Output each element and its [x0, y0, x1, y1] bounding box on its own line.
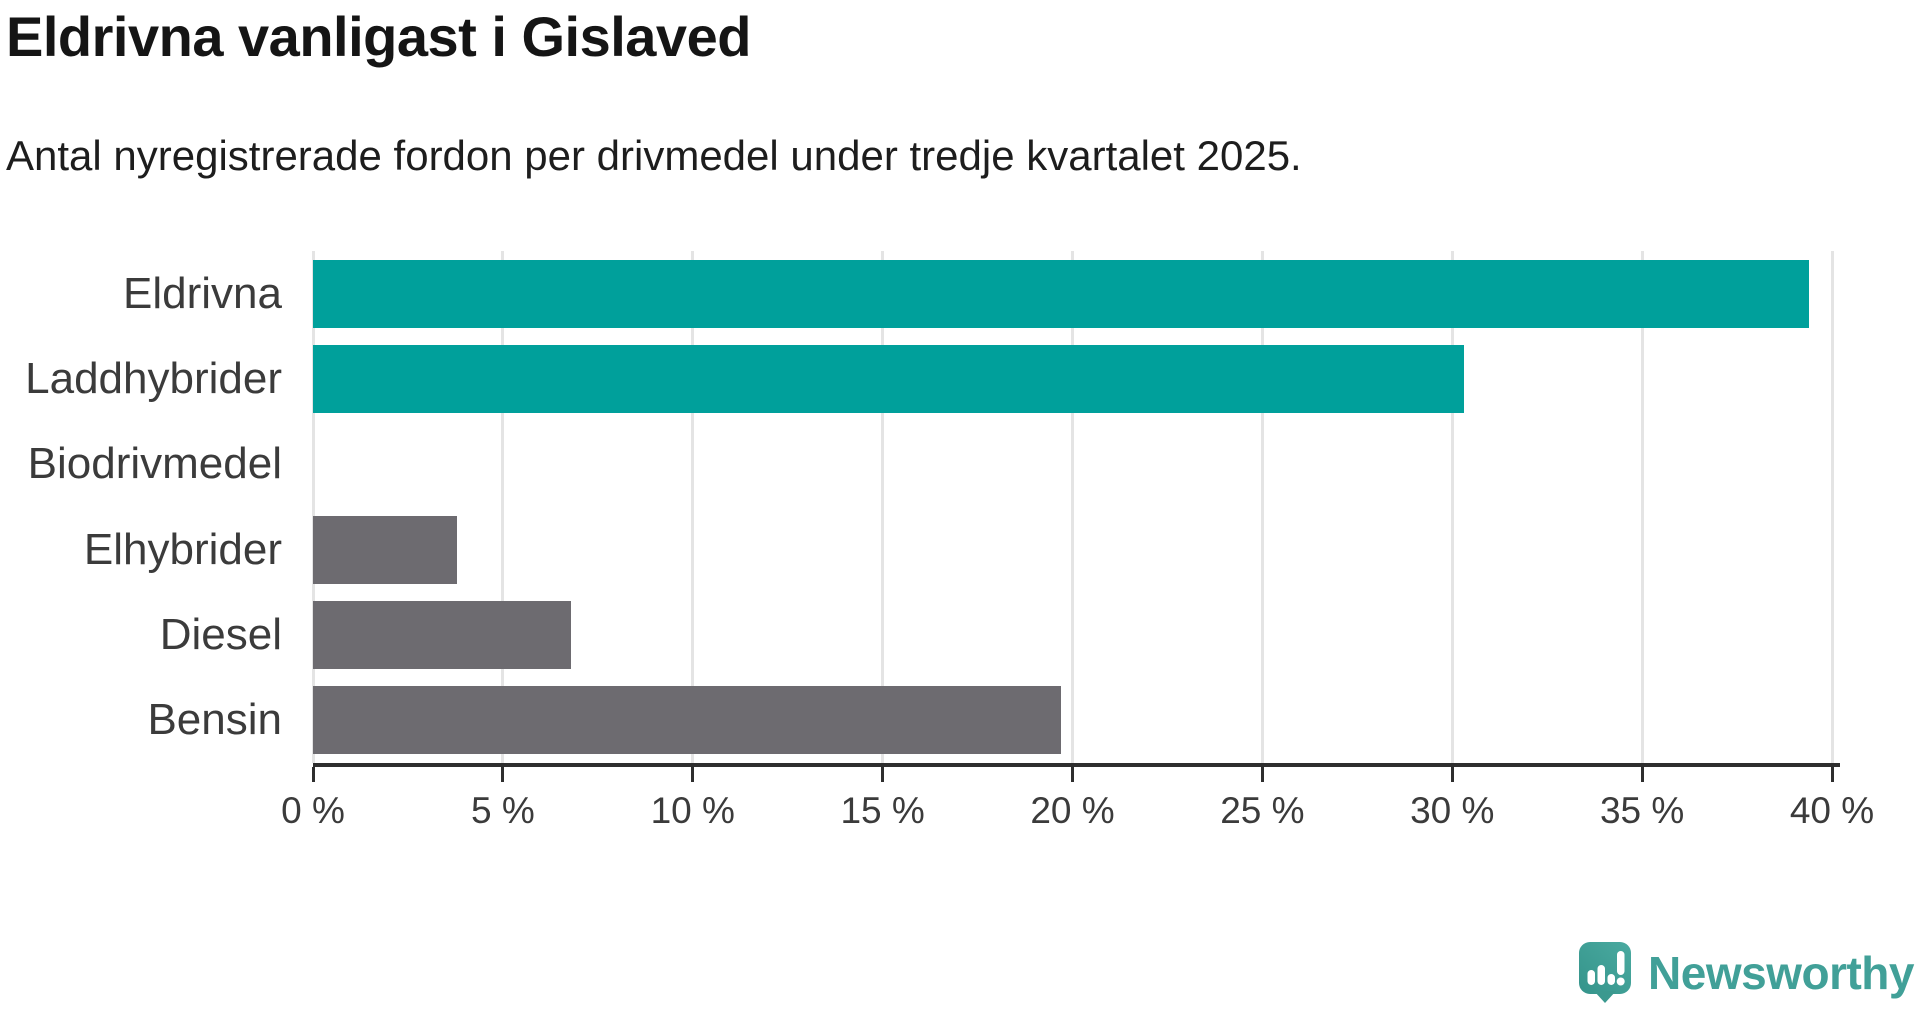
x-tick-label-30: 30 %: [1410, 790, 1495, 831]
newsworthy-speech-bubble-bar-chart-icon: [1579, 942, 1632, 1003]
x-tick-label-35: 35 %: [1599, 790, 1685, 831]
x-tick-0: [311, 767, 315, 782]
gridline-10: [691, 251, 695, 763]
x-tick-35: [1640, 767, 1644, 782]
x-tick-label-10: 10 %: [650, 790, 735, 831]
category-label-eldrivna: Eldrivna: [123, 268, 282, 318]
x-tick-40: [1830, 767, 1834, 782]
category-axis: Eldrivna Laddhybrider Biodrivmedel Elhybrid…: [0, 251, 282, 763]
gridline-30: [1450, 251, 1454, 763]
x-tick-5: [501, 767, 505, 782]
x-tick-25: [1260, 767, 1264, 782]
gridline-25: [1260, 251, 1264, 763]
chart-title: Eldrivna vanligast i Gislaved: [6, 5, 751, 68]
gridline-5: [501, 251, 505, 763]
x-tick-15: [881, 767, 885, 782]
x-tick-20: [1071, 767, 1074, 782]
gridline-15: [881, 251, 885, 763]
x-tick-label-5: 5 %: [470, 790, 535, 831]
plot-area: [311, 251, 1834, 763]
x-tick-label-25: 25 %: [1220, 790, 1305, 831]
bar-diesel: [313, 601, 572, 669]
chart-subtitle: Antal nyregistrerade fordon per drivmede…: [6, 132, 1302, 179]
category-label-laddhybrider: Laddhybrider: [25, 353, 282, 403]
gridline-40: [1830, 251, 1834, 763]
x-tick-label-20: 20 %: [1030, 790, 1115, 831]
x-tick-label-40: 40 %: [1789, 790, 1875, 831]
bar-laddhybrider: [313, 345, 1464, 413]
x-tick-label-15: 15 %: [840, 790, 925, 831]
category-label-bensin: Bensin: [147, 695, 282, 745]
x-tick-10: [691, 767, 695, 782]
newsworthy-wordmark: Newsworthy: [1648, 946, 1914, 999]
category-label-elhybrider: Elhybrider: [83, 524, 282, 574]
gridline-20: [1071, 251, 1074, 763]
bar-elhybrider: [313, 515, 458, 584]
gridline-35: [1640, 251, 1644, 763]
bar-eldrivna: [313, 259, 1810, 328]
gridline-0: [311, 251, 315, 763]
x-axis-line: [313, 763, 1840, 767]
category-label-biodrivmedel: Biodrivmedel: [27, 439, 282, 489]
x-tick-label-0: 0 %: [281, 790, 345, 831]
bar-bensin: [313, 686, 1062, 755]
x-tick-30: [1450, 767, 1454, 782]
newsworthy-logo: Newsworthy: [1578, 941, 1914, 1004]
category-label-diesel: Diesel: [159, 609, 282, 659]
